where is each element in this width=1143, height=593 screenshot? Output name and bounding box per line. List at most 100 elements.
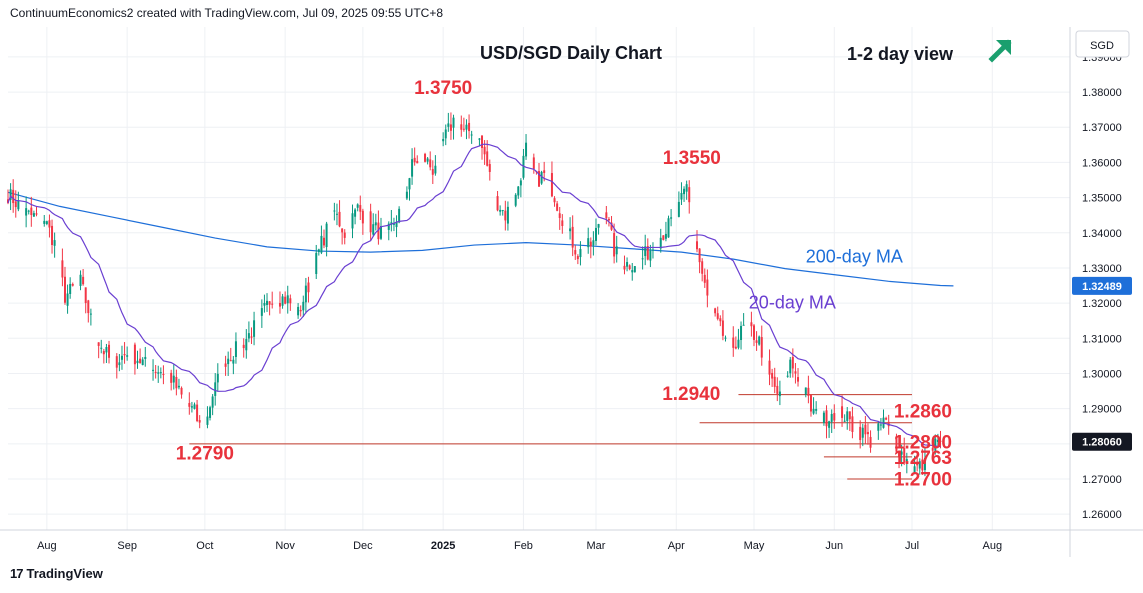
candle-body xyxy=(898,452,901,458)
candle-body xyxy=(12,189,15,204)
candle-body xyxy=(641,258,644,260)
candle-body xyxy=(737,339,740,348)
candle-body xyxy=(825,410,828,427)
candle-body xyxy=(519,180,522,186)
candle-body xyxy=(939,440,942,442)
candle-body xyxy=(398,208,401,223)
chart-area[interactable]: 1.3750 1.3550 1.2790 1.2940 1.2860 1.2800 1.27… xyxy=(0,27,1143,557)
candle-body xyxy=(649,250,652,261)
candle-body xyxy=(416,161,419,164)
candle-body xyxy=(496,196,499,211)
candle-body xyxy=(118,362,121,366)
candle-body xyxy=(144,356,147,359)
candle-body xyxy=(750,322,753,327)
candle-body xyxy=(683,188,686,195)
candle-body xyxy=(755,340,758,343)
candle-body xyxy=(525,142,528,157)
candle-body xyxy=(771,372,774,379)
candle-body xyxy=(574,250,577,255)
candle-body xyxy=(71,283,74,286)
candle-body xyxy=(607,218,610,221)
candle-body xyxy=(304,285,307,303)
candle-body xyxy=(478,138,481,140)
candle-body xyxy=(719,318,722,322)
candle-body xyxy=(211,396,214,408)
grid-lines xyxy=(8,27,1070,530)
chart-attribution: ContinuumEconomics2 created with Trading… xyxy=(10,6,444,20)
candle-body xyxy=(659,237,662,249)
y-tick-label: 1.26000 xyxy=(1082,509,1122,521)
candle-body xyxy=(424,153,427,162)
candle-body xyxy=(931,447,934,451)
candle-body xyxy=(594,227,597,241)
candle-body xyxy=(866,432,869,435)
candle-body xyxy=(82,276,85,285)
candle-body xyxy=(848,411,851,420)
candle-body xyxy=(706,279,709,296)
candle-body xyxy=(266,300,269,305)
candle-body xyxy=(724,337,727,339)
candle-body xyxy=(597,224,600,228)
x-tick-label: Aug xyxy=(983,540,1003,552)
candle-body xyxy=(17,200,20,210)
candle-body xyxy=(377,222,380,240)
candle-body xyxy=(198,420,201,423)
price-annotation: 1.3750 xyxy=(414,78,472,99)
candle-body xyxy=(263,302,266,306)
candle-body xyxy=(315,252,318,275)
candle-body xyxy=(14,201,17,208)
candle-body xyxy=(45,221,48,225)
candle-body xyxy=(79,274,82,286)
candle-body xyxy=(431,169,434,175)
candle-body xyxy=(553,198,556,203)
x-tick-label: Apr xyxy=(668,540,685,552)
x-tick-label: Mar xyxy=(587,540,606,552)
ma200-price-tag: 1.32489 xyxy=(1082,281,1122,293)
candle-body xyxy=(569,228,572,232)
candle-body xyxy=(323,237,326,246)
candlestick-chart[interactable]: 1.37501.35501.27901.29401.28601.28001.27… xyxy=(0,27,1143,557)
price-annotation: 1.2860 xyxy=(894,401,952,422)
candle-body xyxy=(742,324,745,326)
candle-body xyxy=(626,262,629,267)
candle-body xyxy=(392,223,395,225)
candle-body xyxy=(25,208,28,216)
candle-body xyxy=(879,424,882,426)
candle-body xyxy=(343,232,346,238)
candle-body xyxy=(688,187,691,203)
candle-body xyxy=(162,373,165,375)
candle-body xyxy=(623,265,626,270)
candle-body xyxy=(84,287,87,304)
candle-body xyxy=(501,210,504,212)
candle-body xyxy=(361,210,364,224)
candle-body xyxy=(359,205,362,212)
candle-body xyxy=(768,360,771,375)
candle-body xyxy=(903,448,906,463)
candle-body xyxy=(864,424,867,435)
ma-label: 200-day MA xyxy=(806,247,903,267)
candle-body xyxy=(452,117,455,128)
candle-body xyxy=(123,353,126,356)
candle-body xyxy=(900,451,903,455)
up-arrow-icon xyxy=(988,39,1012,63)
candle-body xyxy=(35,213,38,215)
candle-body xyxy=(229,360,232,362)
candle-body xyxy=(214,382,217,396)
candle-body xyxy=(815,409,818,411)
candle-body xyxy=(628,265,631,270)
candle-body xyxy=(250,336,253,338)
x-tick-label: 2025 xyxy=(431,540,455,552)
price-annotation: 1.2940 xyxy=(662,384,720,405)
candle-body xyxy=(514,194,517,206)
tradingview-brand: TradingView xyxy=(26,566,103,581)
candle-body xyxy=(651,249,654,251)
candle-body xyxy=(325,223,328,248)
tradingview-footer[interactable]: 17 TradingView xyxy=(10,566,103,581)
candle-body xyxy=(341,228,344,233)
candle-body xyxy=(190,406,193,408)
candle-body xyxy=(685,184,688,192)
price-annotation: 1.2763 xyxy=(894,448,952,469)
candle-body xyxy=(543,170,546,173)
candle-body xyxy=(369,211,372,233)
candle-body xyxy=(794,371,797,374)
